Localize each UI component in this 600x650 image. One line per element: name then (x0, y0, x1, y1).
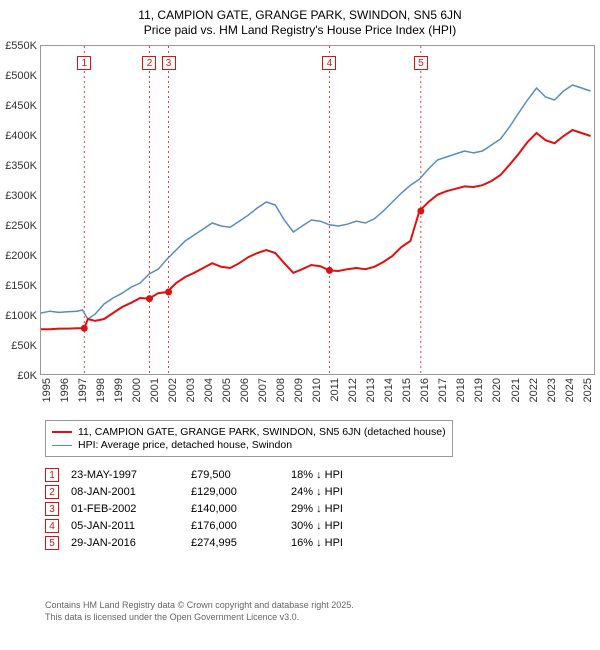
txn-relative: 30% ↓ HPI (291, 520, 391, 532)
chart-legend: 11, CAMPION GATE, GRANGE PARK, SWINDON, … (45, 420, 453, 457)
txn-marker: 2 (45, 485, 59, 499)
y-axis-label: £550K (5, 40, 37, 52)
chart-title-2: Price paid vs. HM Land Registry's House … (0, 22, 600, 37)
x-axis-label: 2012 (347, 378, 359, 402)
y-axis-label: £350K (5, 160, 37, 172)
txn-date: 29-JAN-2016 (71, 537, 191, 549)
transaction-table: 1 23-MAY-1997£79,50018% ↓ HPI 2 08-JAN-2001… (45, 465, 391, 553)
y-axis-label: £100K (5, 310, 37, 322)
footer-line2: This data is licensed under the Open Gov… (45, 612, 354, 624)
x-axis-label: 2002 (167, 378, 179, 402)
x-axis-label: 2022 (528, 378, 540, 402)
x-axis-label: 2023 (546, 378, 558, 402)
chart-marker-1: 1 (77, 56, 91, 70)
x-axis-label: 2001 (149, 378, 161, 402)
txn-price: £274,995 (191, 537, 291, 549)
y-axis-label: £150K (5, 280, 37, 292)
x-axis-label: 2009 (293, 378, 305, 402)
x-axis-label: 2011 (329, 378, 341, 402)
txn-price: £140,000 (191, 503, 291, 515)
x-axis-label: 2003 (185, 378, 197, 402)
y-axis-label: £300K (5, 190, 37, 202)
x-axis-label: 2025 (582, 378, 594, 402)
y-axis-label: £0K (17, 370, 37, 382)
x-axis-label: 1998 (95, 378, 107, 402)
x-axis-label: 2017 (437, 378, 449, 402)
chart-plot-area: £0K£50K£100K£150K£200K£250K£300K£350K£40… (40, 45, 595, 375)
legend-item: HPI: Average price, detached house, Swin… (52, 439, 446, 451)
txn-relative: 29% ↓ HPI (291, 503, 391, 515)
table-row: 2 08-JAN-2001£129,00024% ↓ HPI (45, 485, 391, 499)
x-axis-label: 1995 (41, 378, 53, 402)
x-axis-label: 2005 (221, 378, 233, 402)
chart-marker-4: 4 (322, 56, 336, 70)
x-axis-label: 2010 (311, 378, 323, 402)
x-axis-label: 2014 (383, 378, 395, 402)
y-axis-label: £200K (5, 250, 37, 262)
txn-date: 01-FEB-2002 (71, 503, 191, 515)
x-axis-label: 2000 (131, 378, 143, 402)
legend-item: 11, CAMPION GATE, GRANGE PARK, SWINDON, … (52, 426, 446, 438)
chart-marker-5: 5 (414, 56, 428, 70)
txn-price: £176,000 (191, 520, 291, 532)
x-axis-label: 1999 (113, 378, 125, 402)
x-axis-label: 2008 (275, 378, 287, 402)
x-axis-label: 2015 (401, 378, 413, 402)
x-axis-label: 2018 (455, 378, 467, 402)
txn-marker: 3 (45, 502, 59, 516)
footer-attribution: Contains HM Land Registry data © Crown c… (45, 600, 354, 623)
txn-relative: 18% ↓ HPI (291, 469, 391, 481)
chart-marker-2: 2 (142, 56, 156, 70)
legend-swatch (52, 431, 72, 433)
txn-date: 08-JAN-2001 (71, 486, 191, 498)
txn-marker: 1 (45, 468, 59, 482)
footer-line1: Contains HM Land Registry data © Crown c… (45, 600, 354, 612)
legend-label: HPI: Average price, detached house, Swin… (78, 439, 292, 451)
legend-swatch (52, 445, 72, 446)
x-axis-label: 2024 (564, 378, 576, 402)
x-axis-label: 1997 (77, 378, 89, 402)
txn-price: £79,500 (191, 469, 291, 481)
y-axis-label: £250K (5, 220, 37, 232)
x-axis-label: 2020 (491, 378, 503, 402)
x-axis-label: 1996 (59, 378, 71, 402)
x-axis-label: 2016 (419, 378, 431, 402)
x-axis-label: 2021 (510, 378, 522, 402)
table-row: 4 05-JAN-2011£176,00030% ↓ HPI (45, 519, 391, 533)
txn-date: 05-JAN-2011 (71, 520, 191, 532)
txn-marker: 5 (45, 536, 59, 550)
x-axis-label: 2019 (473, 378, 485, 402)
x-axis-label: 2006 (239, 378, 251, 402)
x-axis-label: 2013 (365, 378, 377, 402)
txn-relative: 24% ↓ HPI (291, 486, 391, 498)
chart-title-1: 11, CAMPION GATE, GRANGE PARK, SWINDON, … (0, 0, 600, 22)
txn-date: 23-MAY-1997 (71, 469, 191, 481)
txn-relative: 16% ↓ HPI (291, 537, 391, 549)
table-row: 3 01-FEB-2002£140,00029% ↓ HPI (45, 502, 391, 516)
x-axis-label: 2007 (257, 378, 269, 402)
legend-label: 11, CAMPION GATE, GRANGE PARK, SWINDON, … (78, 426, 446, 438)
y-axis-label: £500K (5, 70, 37, 82)
table-row: 1 23-MAY-1997£79,50018% ↓ HPI (45, 468, 391, 482)
y-axis-label: £450K (5, 100, 37, 112)
txn-marker: 4 (45, 519, 59, 533)
chart-marker-3: 3 (162, 56, 176, 70)
y-axis-label: £50K (11, 340, 37, 352)
txn-price: £129,000 (191, 486, 291, 498)
table-row: 5 29-JAN-2016£274,99516% ↓ HPI (45, 536, 391, 550)
x-axis-label: 2004 (203, 378, 215, 402)
y-axis-label: £400K (5, 130, 37, 142)
